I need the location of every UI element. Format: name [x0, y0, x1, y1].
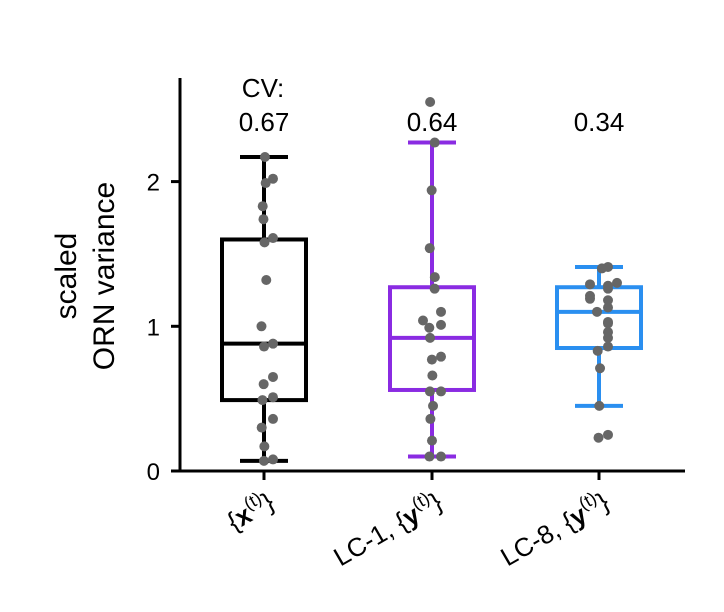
data-point: [427, 370, 438, 381]
data-point: [425, 332, 436, 343]
data-point: [268, 392, 278, 403]
data-point: [256, 321, 267, 332]
cv-value-0: 0.67: [239, 107, 290, 137]
data-point: [603, 429, 613, 440]
data-point: [260, 178, 271, 189]
data-point: [257, 201, 268, 212]
data-point: [268, 338, 278, 349]
data-point: [259, 441, 270, 452]
data-point: [426, 185, 437, 196]
data-point: [257, 395, 268, 406]
data-point: [259, 152, 270, 163]
data-point: [603, 327, 613, 338]
data-point: [612, 277, 622, 288]
cv-header: CV:: [242, 73, 284, 103]
plot-area: 0 1 2 0.67 {x(t)} 0.64 LC-1, {y(t)} 0.34 LC-8, {…: [147, 78, 685, 572]
data-point: [428, 400, 439, 411]
cv-value-2: 0.34: [574, 107, 625, 137]
cv-value-1: 0.64: [407, 107, 458, 137]
data-point: [592, 306, 603, 317]
data-point: [594, 400, 605, 411]
data-point: [268, 233, 278, 244]
data-point: [429, 272, 440, 283]
box-2: [555, 285, 643, 351]
data-point: [424, 451, 435, 462]
data-point: [436, 451, 446, 462]
y-axis-label-line-1: scaled: [50, 233, 83, 320]
data-point: [595, 363, 606, 374]
data-point: [429, 283, 440, 294]
y-tick-label-1: 1: [147, 314, 160, 341]
data-point: [593, 432, 604, 443]
data-point: [603, 261, 613, 272]
data-point: [603, 280, 613, 291]
data-point: [425, 413, 436, 424]
data-point: [261, 274, 272, 285]
data-point: [424, 386, 435, 397]
data-point: [429, 137, 440, 148]
data-point: [585, 279, 595, 290]
data-point: [268, 454, 278, 465]
data-point: [268, 173, 278, 184]
data-point: [426, 435, 437, 446]
x-tick-label-0: {x(t)}: [220, 483, 279, 536]
x-tick-label-1: LC-1, {y(t)}: [327, 483, 447, 572]
data-point: [436, 386, 446, 397]
data-point: [436, 306, 446, 317]
x-tick-label-2: LC-8, {y(t)}: [494, 483, 614, 572]
y-axis-label: scaled ORN variance: [50, 182, 121, 370]
data-point: [268, 413, 278, 424]
data-point: [259, 237, 270, 248]
data-point: [603, 302, 613, 313]
data-point: [259, 341, 270, 352]
data-point: [425, 97, 436, 108]
data-point: [258, 379, 269, 390]
data-point: [436, 319, 446, 330]
data-point: [424, 243, 435, 254]
data-point: [603, 295, 613, 306]
data-point: [256, 422, 267, 433]
data-point: [585, 290, 595, 301]
data-point: [268, 371, 278, 382]
data-point: [418, 315, 428, 326]
box-0: [220, 237, 308, 403]
data-point: [603, 341, 613, 352]
data-point: [436, 351, 446, 362]
data-point: [592, 345, 603, 356]
data-point: [258, 455, 269, 466]
data-point: [603, 316, 613, 327]
data-point: [426, 354, 437, 365]
y-tick-label-2: 2: [147, 170, 160, 197]
y-tick-label-0: 0: [147, 459, 160, 486]
data-point: [258, 214, 269, 225]
y-axis-label-line-2: ORN variance: [88, 182, 121, 370]
data-point: [424, 322, 435, 333]
